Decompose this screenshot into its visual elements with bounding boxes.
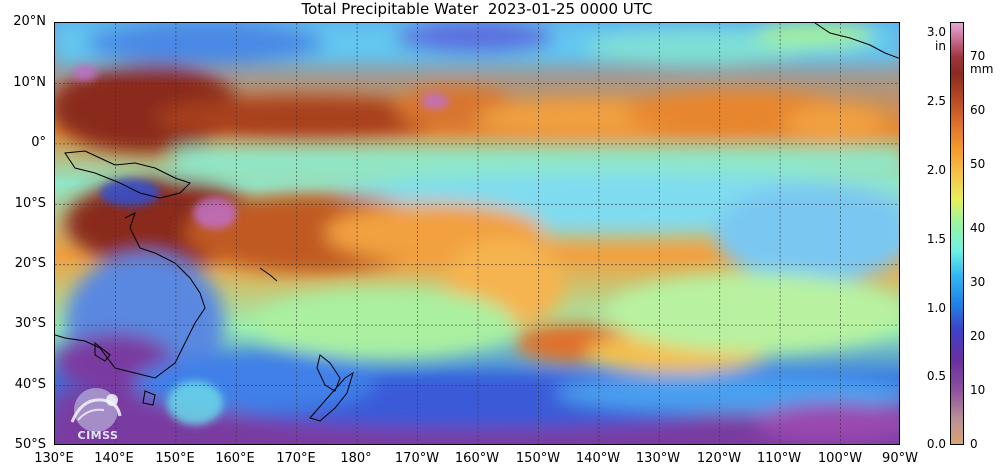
lat-label: 20°S xyxy=(14,256,46,271)
colorbar-inch-tick: 0.0 xyxy=(926,437,946,451)
colorbar-left-unit: in xyxy=(935,39,946,53)
colorbar-inch-tick: 1.5 xyxy=(926,232,946,246)
lat-label: 40°S xyxy=(14,377,46,392)
lon-label: 160°W xyxy=(454,451,500,466)
lon-label: 140°E xyxy=(94,451,134,466)
colorbar-right-unit: mm xyxy=(970,62,994,76)
lon-label: 130°E xyxy=(34,451,74,466)
lon-label: 140°W xyxy=(575,451,621,466)
colorbar xyxy=(950,22,964,445)
colorbar-mm-tick: 70 xyxy=(970,49,986,63)
lat-label: 50°S xyxy=(14,437,46,452)
colorbar-inch-tick: 2.0 xyxy=(926,163,946,177)
lat-label: 0° xyxy=(31,135,46,150)
colorbar-mm-tick: 0 xyxy=(970,437,978,451)
colorbar-mm-tick: 30 xyxy=(970,275,986,289)
lon-label: 160°E xyxy=(215,451,255,466)
tpw-map xyxy=(54,22,900,445)
logo-text: CIMSS xyxy=(77,429,119,442)
lat-label: 10°S xyxy=(14,196,46,211)
graticule xyxy=(55,23,899,444)
lon-label: 130°W xyxy=(635,451,681,466)
colorbar-inch-tick: 0.5 xyxy=(926,369,946,383)
cimss-logo-icon xyxy=(70,388,122,432)
lon-label: 100°W xyxy=(817,451,863,466)
colorbar-mm-tick: 20 xyxy=(970,329,986,343)
lon-label: 150°E xyxy=(155,451,195,466)
lon-label: 110°W xyxy=(756,451,802,466)
lat-label: 20°N xyxy=(13,14,46,29)
colorbar-inch-tick: 3.0 xyxy=(926,25,946,39)
lat-label: 10°N xyxy=(13,75,46,90)
lon-label: 90°W xyxy=(882,451,918,466)
tpw-field xyxy=(55,23,899,444)
lon-label: 150°W xyxy=(515,451,561,466)
lon-label: 180° xyxy=(340,451,372,466)
colorbar-mm-tick: 40 xyxy=(970,221,986,235)
colorbar-mm-tick: 10 xyxy=(970,383,986,397)
colorbar-mm-tick: 50 xyxy=(970,157,986,171)
colorbar-mm-tick: 60 xyxy=(970,103,986,117)
lon-label: 120°W xyxy=(696,451,742,466)
lon-label: 170°E xyxy=(276,451,316,466)
lat-label: 30°S xyxy=(14,316,46,331)
colorbar-inch-tick: 1.0 xyxy=(926,301,946,315)
page-title: Total Precipitable Water 2023-01-25 0000… xyxy=(301,0,653,18)
colorbar-inch-tick: 2.5 xyxy=(926,94,946,108)
lon-label: 170°W xyxy=(394,451,440,466)
coastlines xyxy=(55,23,899,422)
